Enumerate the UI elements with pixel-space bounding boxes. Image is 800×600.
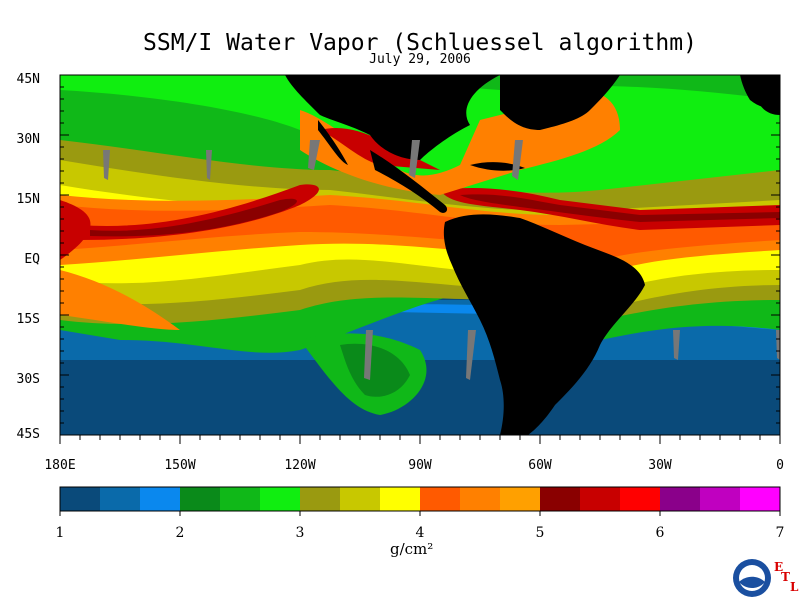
- colorbar-swatch: [740, 487, 781, 511]
- lon-label-150w: 150W: [164, 458, 196, 473]
- colorbar-tick-3: 3: [295, 525, 305, 541]
- colorbar-swatch: [340, 487, 381, 511]
- colorbar: [59, 486, 781, 516]
- lon-label-60w: 60W: [528, 458, 552, 473]
- colorbar-tick-7: 7: [775, 525, 785, 541]
- colorbar-tick-5: 5: [535, 525, 545, 541]
- colorbar-swatch: [380, 487, 421, 511]
- colorbar-swatch: [260, 487, 301, 511]
- etl-letter-e: E: [774, 560, 784, 574]
- land: [285, 75, 780, 435]
- colorbar-swatch: [60, 487, 101, 511]
- noaa-logo: [733, 559, 771, 597]
- colorbar-tick-1: 1: [55, 525, 65, 541]
- lat-label-15s: 15S: [16, 312, 40, 327]
- colorbar-swatch: [580, 487, 621, 511]
- colorbar-swatch: [500, 487, 541, 511]
- lat-label-45n: 45N: [16, 72, 40, 87]
- colorbar-swatch: [420, 487, 461, 511]
- colorbar-tick-4: 4: [415, 525, 425, 541]
- lon-label-90w: 90W: [408, 458, 432, 473]
- lon-label-0: 0: [776, 458, 784, 473]
- colorbar-swatch: [660, 487, 701, 511]
- colorbar-swatch: [220, 487, 261, 511]
- lat-label-eq: EQ: [24, 252, 40, 267]
- etl-letter-t: T: [781, 570, 790, 584]
- lat-label-30n: 30N: [16, 132, 40, 147]
- colorbar-swatch: [460, 487, 501, 511]
- lon-label-30w: 30W: [648, 458, 672, 473]
- lon-label-180e: 180E: [44, 458, 76, 473]
- map-date: July 29, 2006: [369, 52, 471, 67]
- data-gap-swaths: [103, 140, 780, 380]
- colorbar-tick-6: 6: [655, 525, 665, 541]
- colorbar-swatch: [180, 487, 221, 511]
- colorbar-tick-2: 2: [175, 525, 185, 541]
- colorbar-swatch: [620, 487, 661, 511]
- colorbar-swatch: [100, 487, 141, 511]
- colorbar-swatch: [140, 487, 181, 511]
- lat-label-30s: 30S: [16, 372, 40, 387]
- colorbar-swatch: [300, 487, 341, 511]
- lat-label-15n: 15N: [16, 192, 40, 207]
- colorbar-swatch: [700, 487, 741, 511]
- colorbar-swatch: [540, 487, 581, 511]
- colorbar-unit: g/cm²: [390, 540, 434, 558]
- map-title: SSM/I Water Vapor (Schluessel algorithm): [143, 30, 697, 56]
- etl-letter-l: L: [790, 580, 799, 594]
- lon-label-120w: 120W: [284, 458, 316, 473]
- lat-label-45s: 45S: [16, 427, 40, 442]
